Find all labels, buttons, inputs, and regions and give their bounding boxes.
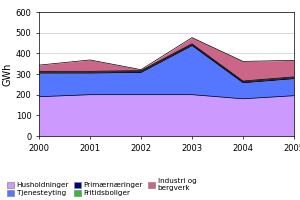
Legend: Husholdninger, Tjenesteyting, Primærnæringer, Fritidsboliger, Industri og
bergve: Husholdninger, Tjenesteyting, Primærnæri… — [7, 178, 196, 196]
Y-axis label: GWh: GWh — [3, 62, 13, 86]
